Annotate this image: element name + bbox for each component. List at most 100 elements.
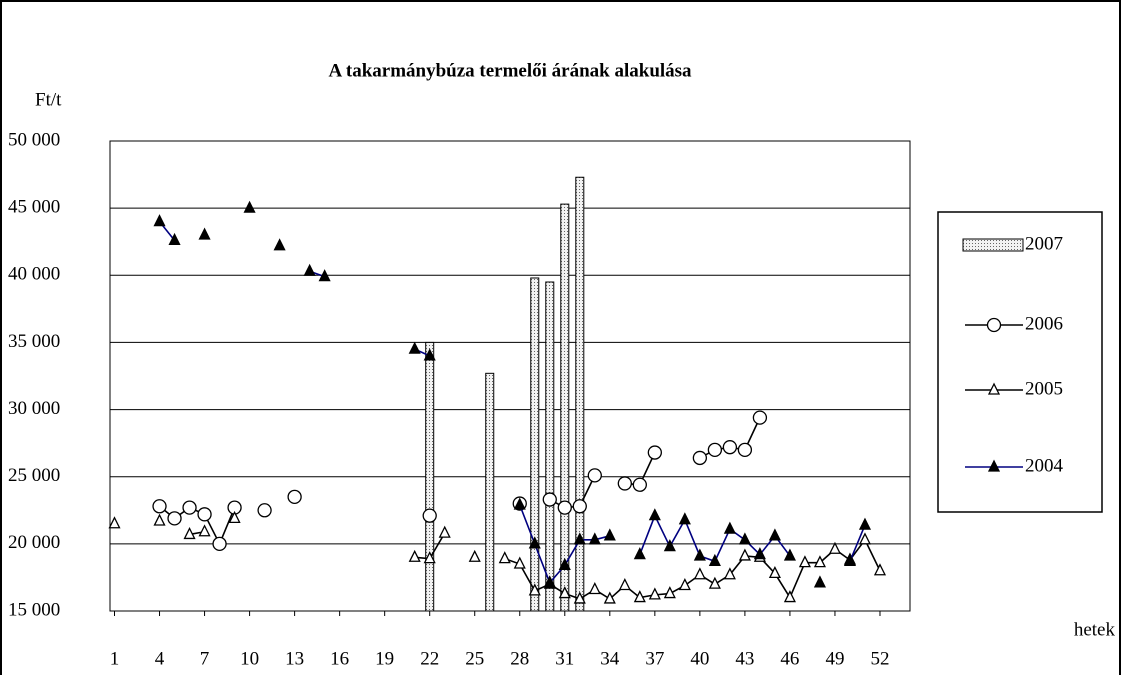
- marker: [707, 442, 723, 458]
- marker: [528, 536, 541, 549]
- marker: [183, 527, 196, 540]
- legend-label: 2004: [1025, 455, 1064, 476]
- bar: [575, 176, 585, 612]
- x-tick-label: 43: [735, 648, 754, 669]
- y-axis-label: Ft/t: [35, 89, 62, 110]
- marker: [408, 549, 421, 562]
- chart-title: A takarmánybúza termelői árának alakulás…: [328, 60, 692, 81]
- marker: [318, 269, 331, 282]
- marker: [573, 532, 586, 545]
- plot-area: [109, 140, 911, 612]
- marker: [588, 582, 601, 595]
- marker: [558, 586, 571, 599]
- x-tick-label: 28: [510, 648, 529, 669]
- bar: [560, 203, 570, 612]
- marker: [678, 578, 691, 591]
- marker: [558, 557, 571, 570]
- marker: [212, 536, 227, 552]
- marker: [603, 591, 616, 604]
- marker: [693, 567, 706, 580]
- marker: [557, 500, 572, 515]
- x-tick-label: 37: [645, 648, 664, 669]
- marker: [783, 548, 796, 561]
- y-tick-label: 25 000: [8, 465, 60, 486]
- marker: [828, 541, 842, 554]
- x-axis-label: hetek: [1074, 619, 1116, 640]
- marker: [468, 549, 481, 562]
- y-tick-label: 40 000: [8, 264, 60, 285]
- x-tick-label: 49: [825, 648, 844, 669]
- marker: [723, 567, 736, 580]
- bar: [425, 341, 435, 612]
- x-tick-label: 46: [780, 648, 799, 669]
- marker: [587, 468, 602, 483]
- x-tick-label: 40: [690, 648, 709, 669]
- bar: [485, 372, 495, 612]
- marker: [768, 528, 781, 541]
- marker: [423, 551, 436, 564]
- y-tick-label: 45 000: [8, 197, 60, 218]
- marker: [617, 476, 632, 491]
- x-tick-label: 22: [420, 648, 439, 669]
- marker: [768, 565, 781, 579]
- marker: [663, 586, 676, 599]
- marker: [753, 547, 766, 560]
- marker: [633, 590, 646, 603]
- marker: [273, 238, 286, 251]
- marker: [182, 500, 197, 515]
- marker: [513, 497, 526, 510]
- marker: [167, 511, 182, 526]
- marker: [632, 477, 647, 492]
- marker: [798, 555, 811, 568]
- y-tick-label: 20 000: [8, 532, 60, 553]
- x-tick-label: 13: [285, 648, 304, 669]
- bar: [545, 281, 555, 612]
- marker: [843, 553, 857, 566]
- marker: [153, 214, 166, 227]
- marker: [738, 548, 751, 561]
- marker: [813, 555, 826, 568]
- marker: [738, 532, 751, 545]
- legend-label: 2005: [1025, 378, 1063, 399]
- bar: [530, 277, 540, 612]
- marker: [108, 516, 121, 529]
- marker: [648, 508, 661, 521]
- marker: [633, 547, 646, 560]
- marker: [498, 551, 511, 564]
- marker: [708, 576, 721, 589]
- marker: [257, 503, 272, 518]
- marker: [693, 548, 706, 561]
- marker: [198, 524, 211, 537]
- marker: [588, 532, 601, 545]
- y-tick-label: 30 000: [8, 398, 60, 419]
- marker: [152, 499, 167, 514]
- marker: [303, 263, 316, 276]
- marker: [197, 507, 212, 522]
- marker: [168, 232, 181, 246]
- legend-swatch: [962, 238, 1024, 252]
- marker: [752, 410, 768, 425]
- marker: [873, 563, 887, 576]
- legend-box: [937, 211, 1103, 513]
- marker: [198, 227, 211, 240]
- marker: [243, 200, 256, 213]
- marker: [708, 553, 721, 566]
- marker: [513, 556, 526, 569]
- marker: [408, 341, 421, 354]
- marker: [603, 528, 616, 541]
- legend-label: 2006: [1025, 313, 1063, 334]
- x-tick-label: 1: [110, 648, 120, 669]
- legend-marker: [987, 382, 1001, 395]
- marker: [692, 450, 708, 466]
- x-tick-label: 34: [600, 648, 620, 669]
- series-line: [849, 524, 866, 562]
- marker: [737, 442, 753, 458]
- marker: [423, 348, 436, 361]
- marker: [153, 513, 166, 526]
- marker: [722, 440, 738, 455]
- marker: [663, 539, 676, 552]
- marker: [572, 499, 587, 514]
- y-tick-label: 15 000: [8, 599, 60, 620]
- marker: [618, 578, 631, 591]
